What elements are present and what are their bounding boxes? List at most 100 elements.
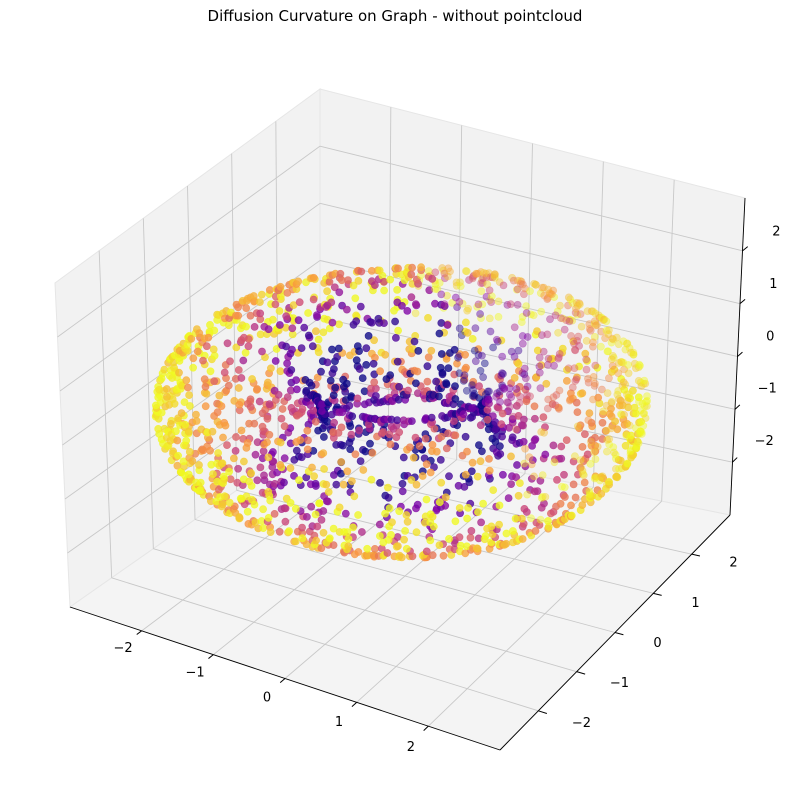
data-point xyxy=(235,400,244,409)
data-point xyxy=(508,433,517,442)
data-point xyxy=(571,345,579,354)
data-point xyxy=(536,384,545,393)
data-point xyxy=(469,271,478,280)
data-point xyxy=(459,376,468,385)
grid-floor-y xyxy=(141,445,389,632)
data-point xyxy=(292,385,301,394)
data-point xyxy=(600,315,609,324)
data-point xyxy=(332,480,341,489)
data-point xyxy=(300,323,309,332)
data-point xyxy=(268,448,277,456)
data-point xyxy=(621,345,630,354)
data-point xyxy=(259,505,267,514)
data-point xyxy=(459,410,468,419)
data-point xyxy=(527,460,536,469)
data-point xyxy=(439,551,448,560)
data-point xyxy=(518,535,527,543)
data-point xyxy=(245,477,254,486)
data-point xyxy=(183,383,192,392)
data-point xyxy=(354,511,362,519)
data-point xyxy=(327,298,336,307)
data-point xyxy=(293,411,301,420)
data-point xyxy=(571,452,579,461)
data-point xyxy=(461,432,470,441)
data-point xyxy=(319,328,328,337)
data-point xyxy=(367,318,376,327)
data-point xyxy=(485,387,493,396)
data-point xyxy=(319,528,328,537)
data-point xyxy=(488,530,497,539)
data-point xyxy=(596,476,604,485)
data-point xyxy=(541,492,550,501)
data-point xyxy=(297,453,306,462)
grid-wall-z-left xyxy=(57,145,321,338)
data-point xyxy=(623,419,631,428)
data-point xyxy=(591,321,600,330)
data-point xyxy=(440,302,449,310)
data-point xyxy=(508,273,516,282)
data-point xyxy=(369,359,378,368)
data-point xyxy=(610,365,619,374)
data-point xyxy=(521,385,530,394)
data-point xyxy=(479,274,487,282)
data-point xyxy=(443,321,452,329)
data-point xyxy=(354,548,363,556)
data-point xyxy=(264,453,273,462)
data-point xyxy=(214,449,222,457)
data-point xyxy=(572,398,581,407)
data-point xyxy=(551,401,560,410)
data-point xyxy=(560,483,569,492)
data-point xyxy=(307,381,316,390)
data-point xyxy=(566,395,575,404)
data-point xyxy=(584,374,592,383)
data-point xyxy=(478,300,487,309)
data-point xyxy=(428,440,437,449)
data-point xyxy=(322,480,331,489)
data-point xyxy=(451,395,460,403)
data-point xyxy=(224,321,233,330)
data-point xyxy=(206,446,214,455)
data-point xyxy=(317,516,326,524)
data-point xyxy=(350,492,359,501)
data-point xyxy=(385,504,394,513)
data-point xyxy=(590,317,599,326)
data-point xyxy=(474,441,483,449)
z-tick xyxy=(742,246,749,252)
data-point xyxy=(220,368,229,377)
data-point xyxy=(476,268,485,276)
data-point xyxy=(557,442,566,451)
data-point xyxy=(632,364,640,373)
data-point xyxy=(370,336,378,345)
data-point xyxy=(329,541,338,549)
data-point xyxy=(636,406,645,415)
data-point xyxy=(179,457,188,466)
data-point xyxy=(263,414,272,423)
data-point xyxy=(287,366,296,374)
data-point xyxy=(268,315,277,324)
data-point xyxy=(422,495,431,504)
data-point xyxy=(206,320,214,329)
data-point xyxy=(438,264,447,272)
data-point xyxy=(599,316,608,325)
data-point xyxy=(291,537,300,546)
data-point xyxy=(604,330,613,338)
data-point xyxy=(330,418,338,427)
data-point xyxy=(520,290,528,299)
data-point xyxy=(513,300,522,309)
y-tick xyxy=(538,710,548,714)
data-point xyxy=(554,354,563,363)
data-point xyxy=(495,391,504,400)
data-point xyxy=(468,274,477,283)
data-point xyxy=(412,480,421,489)
data-point xyxy=(566,295,575,304)
data-point xyxy=(506,300,515,309)
data-point xyxy=(483,280,492,289)
data-point xyxy=(583,307,592,316)
data-point xyxy=(576,421,585,430)
data-point xyxy=(564,364,573,373)
data-point xyxy=(495,501,504,510)
data-point xyxy=(280,454,289,463)
data-point xyxy=(193,347,202,356)
data-point xyxy=(263,438,271,447)
data-point xyxy=(555,405,563,413)
